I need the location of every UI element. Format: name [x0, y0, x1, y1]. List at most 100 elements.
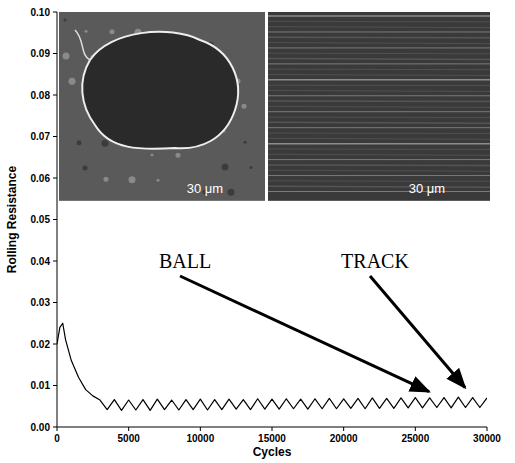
y-tick	[53, 427, 57, 428]
inset-speck	[77, 140, 82, 145]
y-tick	[53, 53, 57, 54]
x-tick	[487, 427, 488, 431]
inset-speck	[83, 166, 88, 171]
x-tick	[272, 427, 273, 431]
inset-speck	[64, 19, 67, 22]
track-streak	[268, 170, 490, 171]
track-streak	[268, 159, 490, 160]
y-tick-label: 0.08	[31, 90, 51, 101]
track-streak	[268, 21, 490, 23]
annotation-arrow	[180, 276, 429, 392]
inset-speck	[63, 53, 70, 60]
inset-speck	[242, 104, 247, 109]
track-streak	[268, 191, 490, 192]
y-tick	[53, 302, 57, 303]
y-tick	[53, 344, 57, 345]
track-streak	[268, 75, 490, 76]
wear-edge	[75, 30, 90, 60]
track-streak	[268, 133, 490, 135]
x-tick-label: 15000	[258, 433, 286, 444]
inset-speck	[129, 176, 136, 183]
track-streak	[268, 69, 490, 71]
track-streak	[268, 59, 490, 60]
inset-speck	[250, 166, 253, 169]
x-tick	[343, 427, 344, 431]
track-streak	[268, 154, 490, 155]
y-tick-label: 0.04	[31, 256, 51, 267]
x-tick-label: 10000	[186, 433, 214, 444]
track-streak	[268, 85, 490, 87]
inset-speck	[157, 179, 160, 182]
y-tick-label: 0.10	[31, 7, 51, 18]
track-streak	[268, 37, 490, 39]
inset-speck	[104, 177, 109, 182]
inset-ball	[59, 12, 265, 201]
x-tick-label: 5000	[118, 433, 141, 444]
annotation: BALL	[159, 250, 211, 272]
inset-speck	[222, 164, 229, 171]
track-streak	[268, 15, 490, 17]
track-streak	[268, 122, 490, 123]
track-streak	[268, 127, 490, 128]
y-tick	[53, 261, 57, 262]
track-streak	[268, 175, 490, 176]
track-streak	[268, 47, 490, 48]
track-streak	[268, 63, 490, 64]
inset-bg	[59, 12, 265, 201]
scale-label: 30 μm	[409, 181, 445, 196]
x-tick-label: 0	[54, 433, 60, 444]
inset-speck	[151, 153, 154, 156]
scale-label: 30 μm	[187, 181, 223, 196]
track-streak	[268, 111, 490, 112]
y-tick-label: 0.02	[31, 339, 51, 350]
track-streak	[268, 143, 490, 145]
track-streak	[268, 180, 490, 182]
inset-speck	[228, 189, 235, 196]
y-tick-label: 0.09	[31, 48, 51, 59]
track-streak	[268, 90, 490, 91]
track-streak	[268, 148, 490, 150]
inset-speck	[85, 30, 88, 33]
track-streak	[268, 117, 490, 119]
y-tick	[53, 219, 57, 220]
wear-scar	[82, 32, 238, 149]
inset-speck	[176, 153, 181, 158]
track-streak	[268, 79, 490, 81]
annotation-arrow	[370, 276, 465, 388]
track-streak	[268, 106, 490, 107]
y-tick	[53, 385, 57, 386]
track-streak	[268, 164, 490, 166]
y-tick-label: 0.07	[31, 131, 51, 142]
track-streak	[268, 31, 490, 32]
y-tick-label: 0.01	[31, 380, 51, 391]
x-tick-label: 25000	[401, 433, 429, 444]
x-tick	[57, 427, 58, 431]
y-tick	[53, 178, 57, 179]
y-tick	[53, 95, 57, 96]
track-streak	[268, 27, 490, 28]
annotation: TRACK	[341, 250, 409, 272]
inset-speck	[69, 78, 76, 85]
inset-track	[268, 12, 490, 201]
y-tick-label: 0.06	[31, 173, 51, 184]
x-axis-title: Cycles	[253, 445, 292, 459]
track-streak	[268, 100, 490, 102]
x-tick	[128, 427, 129, 431]
inset-bg	[268, 12, 490, 201]
y-tick	[53, 12, 57, 13]
track-streak	[268, 138, 490, 139]
y-axis-title: Rolling Resistance	[5, 166, 19, 274]
chart: 30 μm 30 μm 0.00 0.01 0.02 0.03 0.04 0.05 0.06 0.…	[0, 0, 515, 463]
track-streak	[268, 186, 490, 187]
inset-speck	[110, 29, 115, 34]
x-tick	[200, 427, 201, 431]
inset-speck	[244, 141, 247, 144]
track-streak	[268, 53, 490, 55]
y-tick-label: 0.05	[31, 214, 51, 225]
y-tick	[53, 136, 57, 137]
y-tick-label: 0.03	[31, 297, 51, 308]
x-tick-label: 30000	[473, 433, 501, 444]
track-streak	[268, 43, 490, 44]
x-tick	[415, 427, 416, 431]
y-tick-label: 0.00	[31, 422, 51, 433]
